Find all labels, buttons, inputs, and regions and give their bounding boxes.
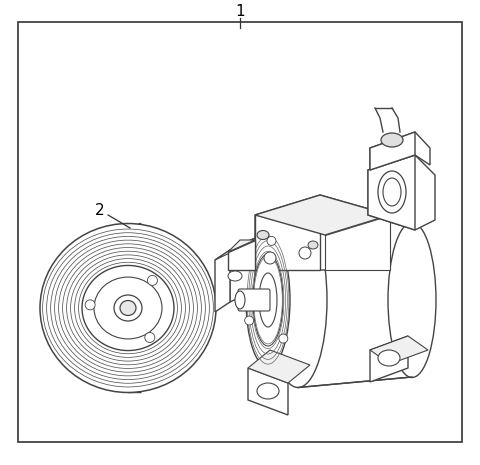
Circle shape: [279, 334, 288, 343]
Polygon shape: [230, 238, 255, 302]
Ellipse shape: [383, 178, 401, 206]
Polygon shape: [255, 195, 320, 270]
Polygon shape: [370, 336, 428, 364]
Circle shape: [245, 316, 254, 325]
Ellipse shape: [259, 273, 277, 327]
Circle shape: [264, 252, 276, 264]
Polygon shape: [370, 132, 415, 170]
Polygon shape: [248, 350, 310, 383]
Polygon shape: [325, 215, 390, 270]
Ellipse shape: [94, 277, 162, 339]
Polygon shape: [228, 240, 255, 270]
Ellipse shape: [381, 133, 403, 147]
Ellipse shape: [131, 224, 149, 392]
Circle shape: [85, 300, 95, 310]
Polygon shape: [370, 132, 430, 170]
Polygon shape: [370, 336, 408, 382]
Polygon shape: [215, 250, 230, 312]
Circle shape: [147, 275, 157, 286]
Ellipse shape: [257, 231, 269, 239]
Polygon shape: [248, 368, 288, 415]
Text: 2: 2: [95, 202, 105, 218]
Circle shape: [267, 236, 276, 246]
Ellipse shape: [120, 300, 136, 315]
Polygon shape: [255, 195, 390, 270]
Ellipse shape: [308, 241, 318, 249]
Polygon shape: [255, 195, 390, 235]
Ellipse shape: [378, 350, 400, 366]
Ellipse shape: [235, 291, 245, 309]
Polygon shape: [228, 240, 255, 252]
Ellipse shape: [388, 222, 436, 378]
Polygon shape: [298, 213, 412, 387]
Polygon shape: [215, 238, 255, 260]
Ellipse shape: [228, 271, 242, 281]
Ellipse shape: [269, 213, 327, 387]
Polygon shape: [368, 155, 435, 230]
FancyBboxPatch shape: [238, 289, 270, 311]
Circle shape: [145, 332, 155, 343]
Ellipse shape: [114, 295, 142, 321]
Circle shape: [299, 247, 311, 259]
Ellipse shape: [246, 232, 290, 367]
Ellipse shape: [82, 266, 174, 351]
Ellipse shape: [257, 383, 279, 399]
Ellipse shape: [378, 171, 406, 213]
Ellipse shape: [40, 224, 216, 392]
Ellipse shape: [253, 254, 283, 346]
Polygon shape: [368, 155, 415, 230]
Text: 1: 1: [235, 5, 245, 20]
